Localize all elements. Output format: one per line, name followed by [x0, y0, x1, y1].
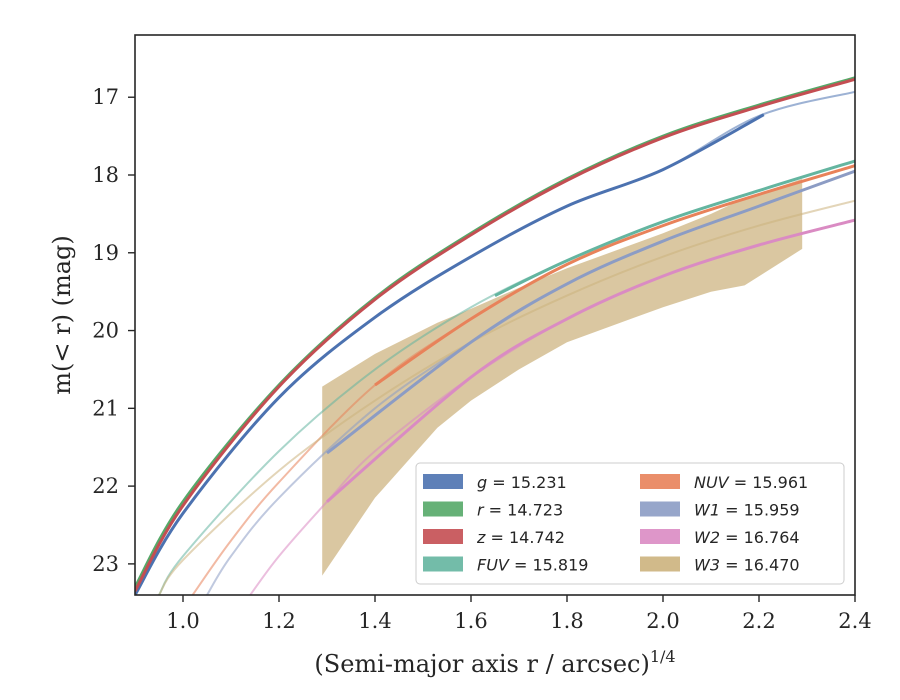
series-w2-profile	[326, 218, 855, 503]
y-tick-label: 17	[92, 85, 119, 109]
x-tick-label: 1.0	[166, 609, 199, 633]
x-tick-label: 2.4	[838, 609, 871, 633]
series-z-profile	[135, 77, 855, 592]
legend-swatch-r	[423, 501, 463, 517]
series-nuv-profile	[374, 164, 855, 387]
legend-swatch-fuv	[423, 556, 463, 572]
legend-swatch-w1	[640, 501, 680, 517]
legend-label-r: r = 14.723	[477, 501, 563, 520]
legend-swatch-w2	[640, 529, 680, 544]
x-tick-label: 1.4	[358, 609, 391, 633]
legend-label-g: g = 15.231	[477, 473, 567, 492]
y-tick-label: 21	[92, 396, 119, 420]
series-fuv-profile	[494, 159, 855, 297]
y-tick-label: 18	[92, 163, 119, 187]
series-g-profile	[135, 113, 765, 595]
legend-swatch-g	[423, 474, 463, 489]
x-axis-title: (Semi-major axis r / arcsec)1/4	[314, 647, 675, 678]
y-axis-title: m(< r) (mag)	[48, 235, 76, 394]
y-tick-label: 19	[92, 241, 119, 265]
y-tick-label: 20	[92, 319, 119, 343]
legend-box	[415, 462, 845, 585]
legend-label-z: z = 14.742	[476, 528, 565, 547]
y-tick-label: 23	[92, 552, 119, 576]
legend: g = 15.231 r = 14.723 z = 14.742 FUV = 15.8…	[415, 462, 845, 585]
series-w3-band	[322, 178, 803, 576]
legend-swatch-nuv	[640, 474, 680, 489]
x-tick-label: 2.2	[742, 609, 775, 633]
legend-label-w2: W2 = 16.764	[694, 528, 800, 547]
x-tick-label: 1.2	[262, 609, 295, 633]
legend-swatch-w3	[640, 556, 680, 572]
legend-swatch-z	[423, 529, 463, 544]
legend-label-w1: W1 = 15.959	[694, 501, 800, 520]
y-tick-label: 22	[92, 474, 119, 498]
series-w1-profile	[326, 169, 855, 455]
legend-label-fuv: FUV = 15.819	[477, 556, 588, 575]
plot-frame	[134, 34, 856, 596]
x-tick-label: 2.0	[646, 609, 679, 633]
legend-label-w3: W3 = 16.470	[694, 556, 800, 575]
x-tick-label: 1.8	[550, 609, 583, 633]
legend-label-nuv: NUV = 15.961	[694, 473, 808, 492]
x-tick-label: 1.6	[454, 609, 487, 633]
